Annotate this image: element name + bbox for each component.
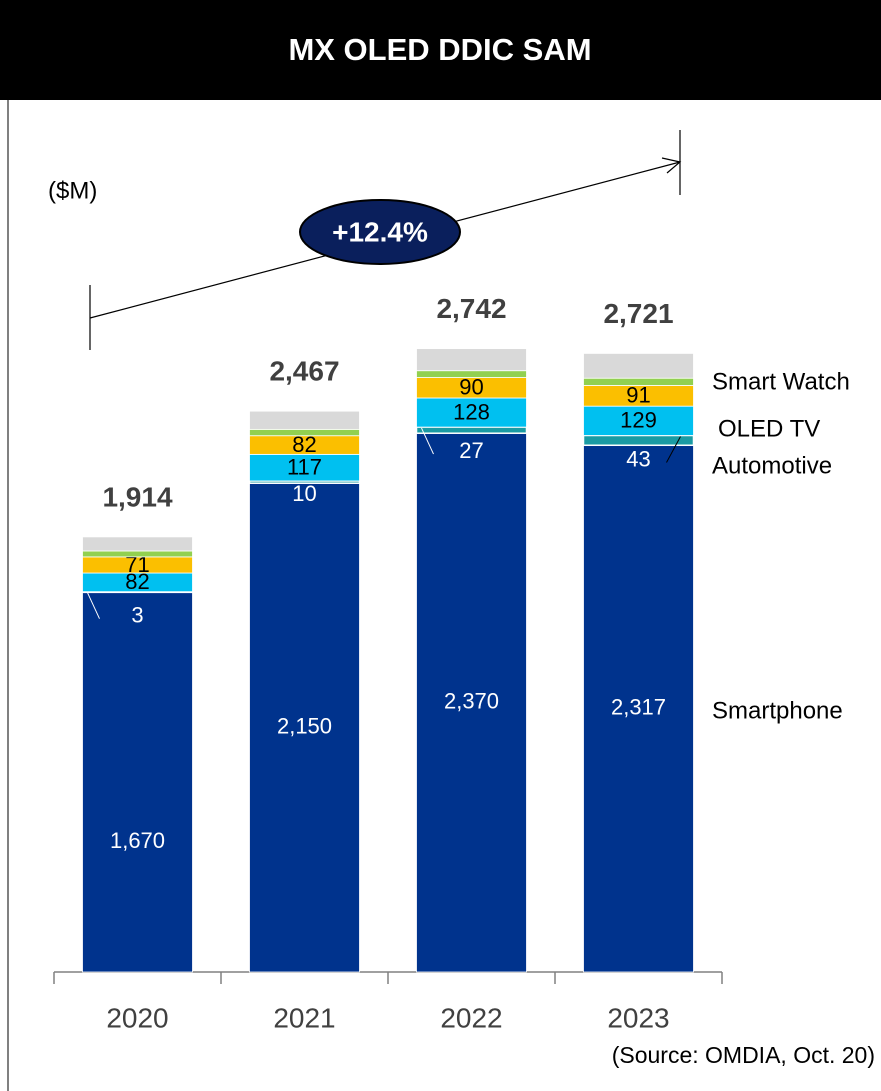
bar-segment xyxy=(583,444,694,973)
bar-segment xyxy=(416,432,527,973)
leader-line xyxy=(666,436,681,463)
x-tick-label: 2020 xyxy=(106,1002,168,1033)
bar-segment xyxy=(249,482,360,973)
value-label: 91 xyxy=(626,383,650,408)
x-tick-label: 2021 xyxy=(273,1002,335,1033)
leader-line xyxy=(87,592,100,619)
value-label: 128 xyxy=(453,399,490,424)
total-label: 2,742 xyxy=(436,293,506,324)
cagr-badge xyxy=(299,199,461,265)
bar-segment xyxy=(249,453,360,482)
leader-line xyxy=(421,427,434,455)
series-label: OLED TV xyxy=(718,415,820,442)
total-label: 2,467 xyxy=(269,356,339,387)
header xyxy=(0,0,881,100)
value-label: 43 xyxy=(626,446,650,471)
series-label: Smart Watch xyxy=(712,368,850,395)
cagr-label: +12.4% xyxy=(332,216,428,247)
series-label: Smartphone xyxy=(712,697,843,724)
bar-segment xyxy=(82,536,193,552)
bar-segment xyxy=(249,410,360,430)
value-label: 90 xyxy=(459,375,483,400)
value-label: 129 xyxy=(620,408,657,433)
bar-segment xyxy=(416,370,527,378)
total-label: 2,721 xyxy=(603,298,673,329)
chart-title: MX OLED DDIC SAM xyxy=(288,32,591,67)
x-tick-label: 2023 xyxy=(607,1002,669,1033)
value-label: 3 xyxy=(131,602,143,627)
value-label: 27 xyxy=(459,438,483,463)
total-label: 1,914 xyxy=(102,481,172,512)
series-label: Automotive xyxy=(712,452,832,479)
bar-segment xyxy=(583,353,694,379)
value-label: 10 xyxy=(292,481,316,506)
bar-segment xyxy=(249,428,360,437)
source: (Source: OMDIA, Oct. 20) xyxy=(612,1042,875,1068)
unit-label: ($M) xyxy=(48,177,97,204)
bar-segment xyxy=(82,550,193,558)
value-label: 117 xyxy=(287,454,322,479)
bar-segment xyxy=(82,591,193,973)
bar-segment xyxy=(583,377,694,386)
value-label: 2,317 xyxy=(611,694,666,719)
bar-segment xyxy=(415,426,528,434)
value-label: 2,150 xyxy=(277,713,332,738)
value-label: 2,370 xyxy=(444,688,499,713)
x-tick-label: 2022 xyxy=(440,1002,502,1033)
value-label: 1,670 xyxy=(110,828,165,853)
bar-segment xyxy=(416,348,527,372)
